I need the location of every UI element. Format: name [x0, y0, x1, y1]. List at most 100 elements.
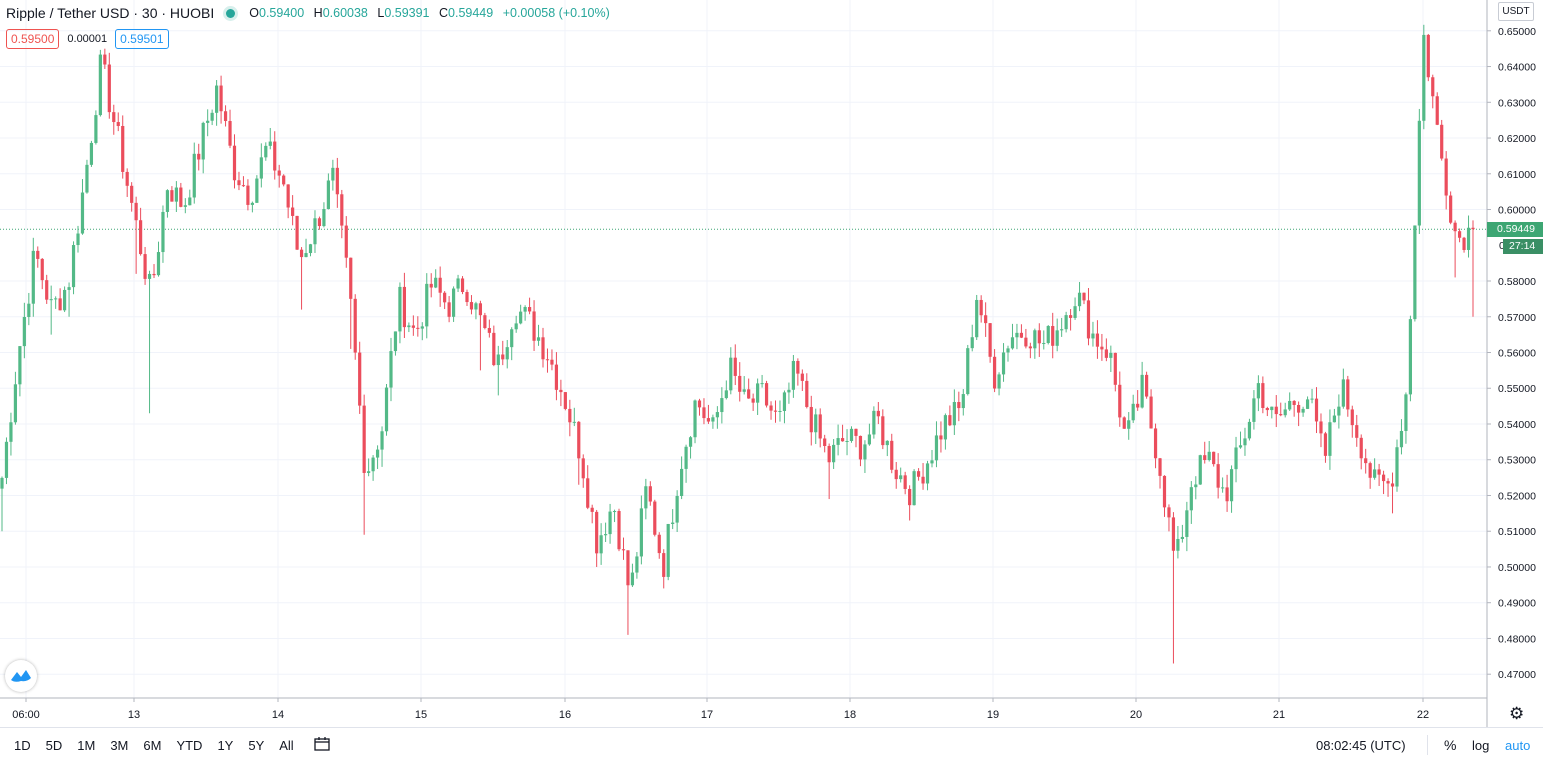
candle-down [411, 325, 415, 328]
candle-up [975, 299, 979, 338]
candle-up [756, 383, 760, 403]
chart-legend: Ripple / Tether USD · 30 · HUOBI O0.5940… [6, 4, 616, 22]
candle-up [174, 187, 178, 202]
time-tick-label: 19 [987, 709, 999, 721]
candle-up [496, 354, 500, 366]
price-axis[interactable]: 0.65000 0.64000 0.63000 0.62000 0.61000 0.600… [1486, 0, 1536, 727]
range-6m-button[interactable]: 6M [143, 738, 162, 753]
candle-up [1288, 400, 1292, 410]
tradingview-logo-icon[interactable] [5, 660, 37, 692]
candle-down [487, 328, 491, 333]
high-value: 0.60038 [322, 6, 368, 20]
candle-down [1462, 237, 1466, 250]
candle-down [1068, 315, 1073, 318]
candle-down [1319, 421, 1323, 434]
candle-up [304, 253, 308, 258]
candle-up [1127, 420, 1131, 429]
candle-down [1162, 475, 1167, 508]
candle-down [121, 126, 125, 172]
candle-down [1440, 124, 1444, 159]
candle-up [94, 115, 98, 143]
range-3m-button[interactable]: 3M [110, 738, 129, 753]
candle-up [1207, 451, 1211, 461]
candle-up [845, 441, 849, 443]
candle-down [152, 273, 156, 276]
candle-down [1314, 398, 1319, 422]
candle-down [1153, 428, 1158, 459]
log-scale-toggle[interactable]: log [1472, 738, 1490, 753]
candle-down [881, 416, 885, 446]
candle-up [62, 289, 67, 311]
candle-down [706, 418, 711, 422]
symbol-title[interactable]: Ripple / Tether USD · 30 · HUOBI [6, 5, 215, 21]
candle-down [1104, 349, 1108, 358]
candle-up [1408, 319, 1413, 395]
change-value: +0.00058 (+0.10%) [502, 6, 610, 20]
candle-up [1337, 406, 1341, 416]
bid-button[interactable]: 0.59500 [6, 29, 60, 49]
candle-down [796, 360, 800, 374]
candle-down [854, 428, 858, 436]
candle-up [331, 167, 335, 181]
candle-up [183, 205, 187, 207]
candle-up [791, 360, 795, 390]
time-tick-label: 14 [272, 709, 284, 721]
ask-button[interactable]: 0.59501 [115, 29, 169, 49]
candle-down [957, 402, 961, 409]
time-tick-label: 06:00 [12, 709, 40, 721]
candle-down [908, 488, 912, 506]
time-tick-label: 18 [844, 709, 856, 721]
auto-scale-toggle[interactable]: auto [1505, 738, 1531, 753]
candle-down [1377, 469, 1381, 475]
candle-down [130, 185, 134, 203]
candle-up [997, 374, 1001, 389]
candle-up [925, 463, 930, 484]
hidden-price-label: 0 [1499, 240, 1505, 252]
candle-down [1323, 433, 1328, 456]
candle-up [389, 351, 393, 388]
price-chart[interactable]: 0.65000 0.64000 0.63000 0.62000 0.61000 0.600… [0, 0, 1543, 727]
spread-value: 0.00001 [67, 33, 108, 45]
price-tick-label: 0.60000 [1498, 205, 1536, 217]
candle-up [98, 54, 102, 116]
candle-up [1234, 447, 1238, 470]
range-1m-button[interactable]: 1M [77, 738, 96, 753]
candle-down [805, 380, 809, 407]
candle-down [1386, 481, 1390, 484]
candle-up [456, 278, 460, 289]
calendar-range-icon[interactable] [313, 736, 331, 756]
range-1y-button[interactable]: 1Y [217, 738, 234, 753]
range-all-button[interactable]: All [279, 738, 294, 753]
range-5d-button[interactable]: 5D [45, 738, 63, 753]
candle-down [143, 254, 147, 279]
candle-up [729, 357, 733, 391]
candle-up [1055, 330, 1059, 346]
percent-scale-toggle[interactable]: % [1444, 737, 1457, 753]
candle-down [443, 292, 447, 303]
candle-down [1118, 384, 1122, 418]
candle-down [858, 435, 863, 460]
candle-up [80, 192, 85, 234]
range-1d-button[interactable]: 1D [14, 738, 31, 753]
candle-down [809, 406, 813, 433]
candle-up [326, 180, 330, 210]
gear-icon[interactable]: ⚙ [1509, 704, 1525, 723]
candle-down [751, 398, 755, 403]
currency-button[interactable]: USDT [1498, 2, 1534, 21]
candle-up [778, 410, 782, 412]
candle-down [219, 85, 223, 112]
candle-up [0, 477, 4, 489]
time-axis[interactable]: 06:00 13 14 15 16 17 18 19 20 21 22 [0, 697, 1487, 721]
candle-up [536, 337, 541, 341]
candle-down [541, 337, 545, 360]
price-tick-label: 0.63000 [1498, 97, 1536, 109]
range-ytd-button[interactable]: YTD [176, 738, 203, 753]
candle-down [545, 359, 550, 361]
candle-down [939, 435, 943, 440]
candle-up [1404, 394, 1408, 431]
candle-up [313, 218, 317, 245]
range-5y-button[interactable]: 5Y [248, 738, 265, 753]
candle-down [335, 167, 339, 195]
utc-clock[interactable]: 08:02:45 (UTC) [1316, 738, 1406, 753]
candle-down [1279, 414, 1283, 416]
